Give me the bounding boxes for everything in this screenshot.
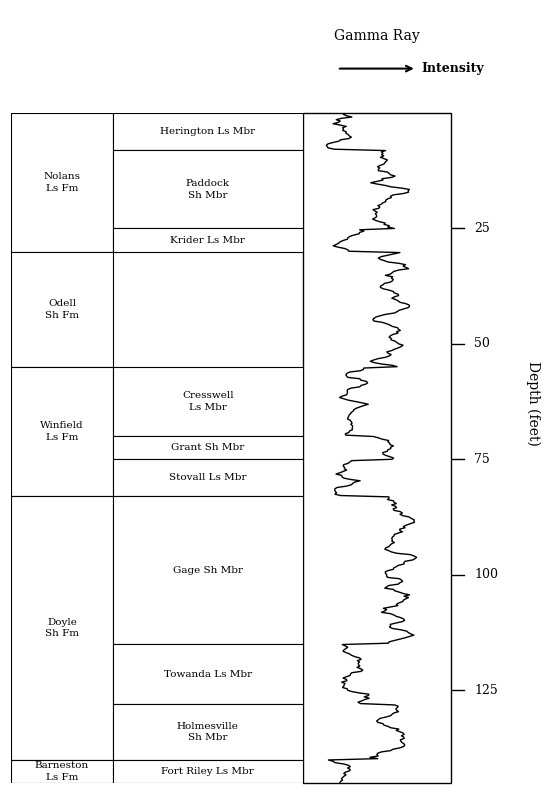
- Bar: [113, 367, 303, 437]
- Text: Towanda Ls Mbr: Towanda Ls Mbr: [164, 670, 252, 679]
- Text: Stovall Ls Mbr: Stovall Ls Mbr: [169, 474, 246, 483]
- Text: Depth (feet): Depth (feet): [526, 361, 541, 446]
- Text: Herington Ls Mbr: Herington Ls Mbr: [160, 127, 255, 136]
- Text: Doyle
Sh Fm: Doyle Sh Fm: [45, 617, 79, 638]
- Bar: [11, 759, 113, 783]
- Text: Winfield
Ls Fm: Winfield Ls Fm: [40, 421, 84, 442]
- Text: Gamma Ray: Gamma Ray: [334, 29, 420, 44]
- Bar: [113, 459, 303, 496]
- Text: Gage Sh Mbr: Gage Sh Mbr: [173, 566, 243, 575]
- Text: Fort Riley Ls Mbr: Fort Riley Ls Mbr: [161, 767, 254, 776]
- Text: 25: 25: [474, 222, 490, 235]
- Text: Grant Sh Mbr: Grant Sh Mbr: [171, 443, 244, 453]
- Bar: [113, 228, 303, 252]
- Text: 75: 75: [474, 453, 490, 466]
- Bar: [11, 496, 113, 759]
- Bar: [113, 150, 303, 228]
- Bar: [113, 705, 303, 759]
- Bar: [113, 113, 303, 150]
- Text: 125: 125: [474, 684, 498, 697]
- Bar: [11, 252, 113, 367]
- Bar: [113, 496, 303, 644]
- Bar: [11, 113, 113, 252]
- Text: Paddock
Sh Mbr: Paddock Sh Mbr: [186, 179, 230, 199]
- Text: Intensity: Intensity: [421, 62, 484, 75]
- Bar: [113, 644, 303, 705]
- Bar: [113, 437, 303, 459]
- Text: Holmesville
Sh Mbr: Holmesville Sh Mbr: [177, 721, 239, 742]
- Text: Barneston
Ls Fm: Barneston Ls Fm: [35, 761, 89, 782]
- Text: 50: 50: [474, 337, 490, 350]
- Text: Nolans
Ls Fm: Nolans Ls Fm: [43, 172, 80, 193]
- Bar: [11, 367, 113, 496]
- Text: Cresswell
Ls Mbr: Cresswell Ls Mbr: [182, 391, 234, 412]
- Text: 100: 100: [474, 568, 498, 581]
- Text: Odell
Sh Fm: Odell Sh Fm: [45, 299, 79, 320]
- Bar: [113, 759, 303, 783]
- Text: Krider Ls Mbr: Krider Ls Mbr: [170, 236, 245, 245]
